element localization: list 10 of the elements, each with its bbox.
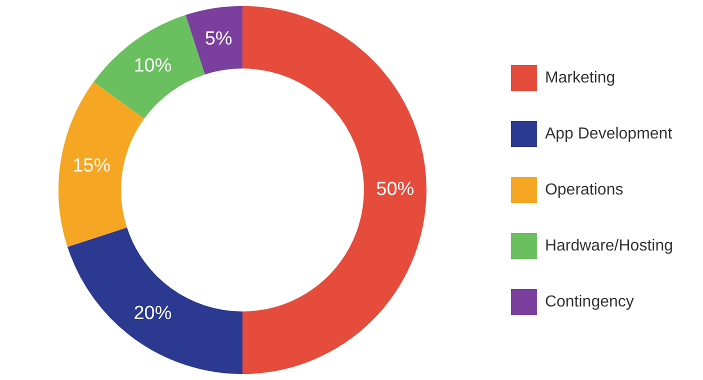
legend-label: Marketing (544, 69, 616, 86)
data-label: 15% (72, 155, 111, 176)
data-label: 10% (134, 56, 172, 77)
legend-label: App Development (544, 125, 673, 142)
data-label: 5% (204, 28, 232, 50)
data-label: 50% (376, 179, 414, 200)
legend-label: Contingency (544, 293, 634, 310)
data-label: 20% (134, 302, 172, 324)
legend-label: Operations (544, 181, 624, 198)
legend-label: Hardware/Hosting (544, 237, 674, 254)
